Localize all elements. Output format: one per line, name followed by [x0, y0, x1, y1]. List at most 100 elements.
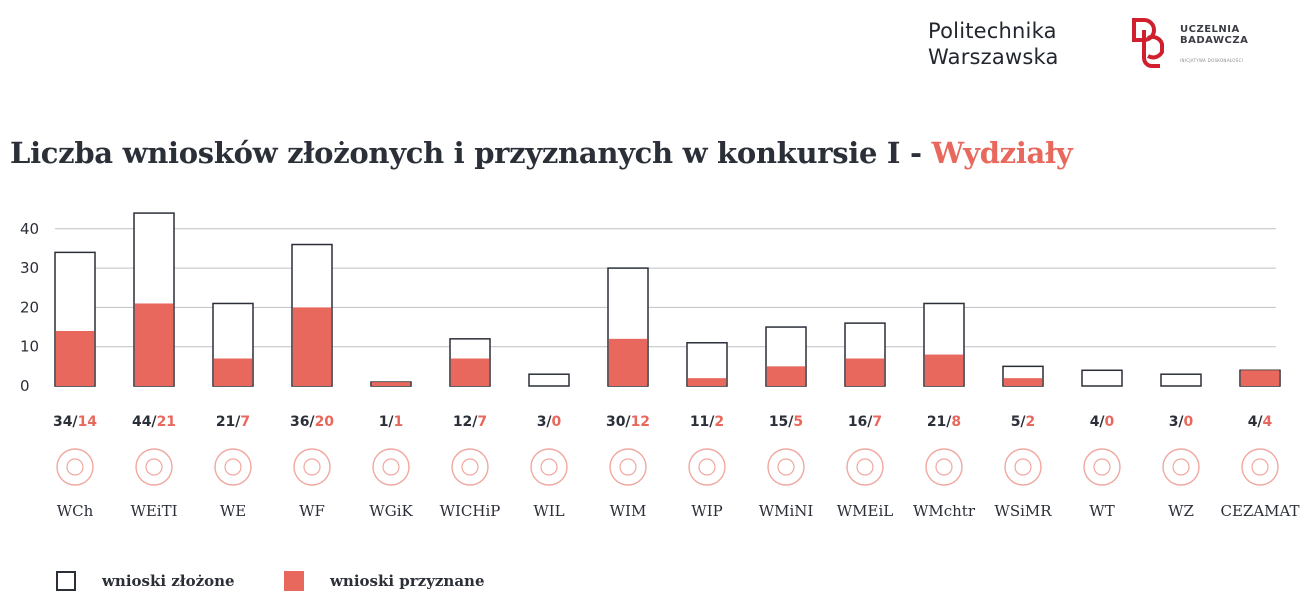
emblem-ring — [1162, 448, 1200, 486]
university-name-line2: Warszawska — [928, 45, 1059, 69]
emblem-ring — [846, 448, 884, 486]
data-label: 1/1 — [379, 414, 404, 430]
legend-label-submitted: wnioski złożone — [102, 572, 235, 590]
legend-swatch-granted — [284, 571, 304, 591]
legend-swatch-submitted — [56, 571, 76, 591]
data-label-submitted: 30/ — [606, 414, 631, 430]
data-label: 34/14 — [53, 414, 97, 430]
emblem-ring — [767, 448, 805, 486]
x-tick-label: WSiMR — [994, 502, 1052, 520]
emblem-core — [224, 458, 242, 476]
faculty-emblem-icon — [925, 448, 963, 486]
data-label: 4/0 — [1090, 414, 1115, 430]
emblem-ring — [609, 448, 647, 486]
data-label-submitted: 16/ — [848, 414, 873, 430]
chart-title: Liczba wniosków złożonych i przyznanych … — [10, 136, 1073, 170]
emblem-core — [1251, 458, 1269, 476]
emblem-ring — [925, 448, 963, 486]
faculty-emblem-icon — [372, 448, 410, 486]
emblem-core — [935, 458, 953, 476]
data-label-granted: 8 — [951, 414, 961, 430]
faculty-emblem-icon — [1004, 448, 1042, 486]
x-tick-label: WICHiP — [440, 502, 501, 520]
data-label-submitted: 1/ — [379, 414, 395, 430]
data-label: 3/0 — [537, 414, 562, 430]
emblem-ring — [688, 448, 726, 486]
y-tick-label: 30 — [20, 259, 39, 277]
university-logo-text: Politechnika Warszawska — [928, 18, 1059, 70]
x-tick-label: WF — [299, 502, 325, 520]
bar-granted — [1003, 378, 1043, 386]
bar-submitted — [1160, 373, 1202, 387]
data-label: 11/2 — [690, 414, 724, 430]
bar-submitted — [1081, 369, 1123, 387]
x-tick-label: WEiTI — [130, 502, 177, 520]
data-label-submitted: 11/ — [690, 414, 715, 430]
faculty-emblem-icon — [56, 448, 94, 486]
faculty-emblem-icon — [609, 448, 647, 486]
emblem-ring — [135, 448, 173, 486]
x-tick-label: WIM — [610, 502, 647, 520]
bar-granted — [55, 330, 95, 386]
data-label: 12/7 — [453, 414, 487, 430]
data-label-granted: 21 — [157, 414, 176, 430]
bar-granted — [371, 382, 411, 386]
faculty-emblem-icon — [135, 448, 173, 486]
badge-text: UCZELNIA BADAWCZA — [1180, 24, 1248, 46]
data-label: 30/12 — [606, 414, 650, 430]
emblem-ring — [293, 448, 331, 486]
bar-granted — [450, 358, 490, 386]
data-label: 16/7 — [848, 414, 882, 430]
y-tick-label: 20 — [20, 298, 39, 316]
emblem-ring — [372, 448, 410, 486]
chart-title-accent: Wydziały — [931, 136, 1073, 170]
x-tick-label: WMEiL — [837, 502, 894, 520]
emblem-ring — [1241, 448, 1279, 486]
data-label-submitted: 3/ — [1169, 414, 1185, 430]
x-tick-label: WZ — [1168, 502, 1194, 520]
data-label-submitted: 5/ — [1011, 414, 1027, 430]
data-label-submitted: 36/ — [290, 414, 315, 430]
data-label-submitted: 15/ — [769, 414, 794, 430]
faculty-emblem-icon — [451, 448, 489, 486]
faculty-emblem-icon — [214, 448, 252, 486]
chart-title-main: Liczba wniosków złożonych i przyznanych … — [10, 136, 932, 170]
data-label: 21/8 — [927, 414, 961, 430]
x-tick-label: WMchtr — [913, 502, 976, 520]
badge-line2: BADAWCZA — [1180, 35, 1249, 46]
legend-label-granted: wnioski przyznane — [330, 572, 485, 590]
data-label-granted: 7 — [240, 414, 250, 430]
data-label: 15/5 — [769, 414, 803, 430]
university-name-line1: Politechnika — [928, 19, 1057, 43]
emblem-ring — [56, 448, 94, 486]
bar-granted — [213, 358, 253, 386]
data-label-submitted: 21/ — [216, 414, 241, 430]
faculty-emblem-icon — [767, 448, 805, 486]
data-label: 36/20 — [290, 414, 334, 430]
data-label: 21/7 — [216, 414, 250, 430]
badge-subtitle: INICJATYWA DOSKONAŁOŚCI — [1180, 58, 1244, 63]
data-label-granted: 5 — [793, 414, 803, 430]
emblem-ring — [530, 448, 568, 486]
header-logos: Politechnika Warszawska UCZELNIA BADAWCZ… — [928, 18, 1288, 78]
x-tick-label: WMiNI — [759, 502, 814, 520]
emblem-core — [856, 458, 874, 476]
bar-granted — [608, 338, 648, 386]
data-label-submitted: 12/ — [453, 414, 478, 430]
emblem-ring — [1004, 448, 1042, 486]
data-label: 4/4 — [1248, 414, 1273, 430]
x-tick-label: WGiK — [369, 502, 413, 520]
y-tick-label: 0 — [20, 377, 30, 395]
uczelnia-badawcza-logo-icon — [1132, 18, 1164, 68]
data-label-submitted: 34/ — [53, 414, 78, 430]
emblem-core — [1014, 458, 1032, 476]
bar-granted — [292, 307, 332, 386]
emblem-ring — [1083, 448, 1121, 486]
data-label-submitted: 44/ — [132, 414, 157, 430]
emblem-ring — [451, 448, 489, 486]
emblem-core — [303, 458, 321, 476]
emblem-core — [619, 458, 637, 476]
data-label: 3/0 — [1169, 414, 1194, 430]
emblem-core — [777, 458, 795, 476]
data-label-granted: 7 — [872, 414, 882, 430]
